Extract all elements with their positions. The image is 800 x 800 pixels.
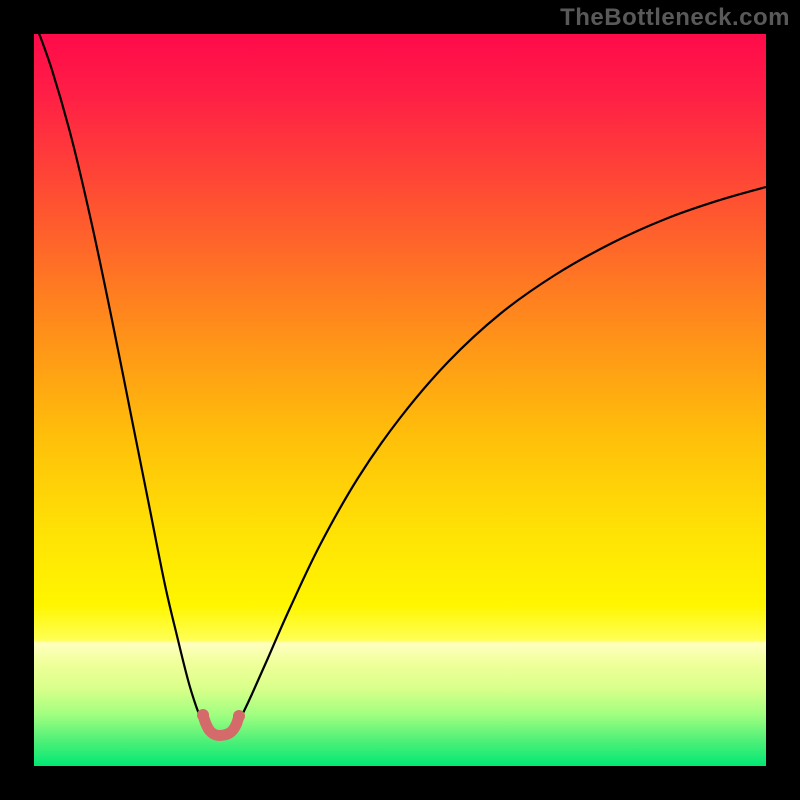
watermark-text: TheBottleneck.com — [560, 4, 790, 32]
valley-dot-left — [197, 709, 209, 721]
bottleneck-chart — [0, 0, 800, 800]
valley-dot-right — [233, 710, 245, 722]
plot-background — [34, 34, 766, 766]
